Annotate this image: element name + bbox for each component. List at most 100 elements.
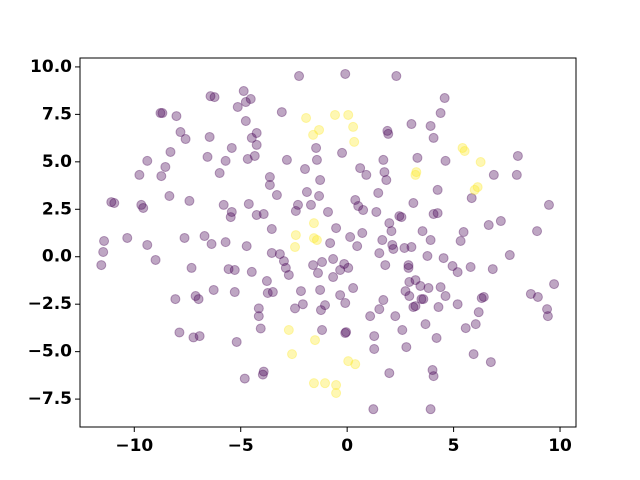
point bbox=[401, 342, 412, 353]
point bbox=[380, 260, 391, 271]
point bbox=[325, 238, 336, 249]
point bbox=[373, 187, 384, 198]
point bbox=[208, 284, 219, 295]
point bbox=[156, 171, 167, 182]
point bbox=[403, 260, 414, 271]
point bbox=[542, 304, 553, 315]
point bbox=[374, 248, 385, 259]
point bbox=[292, 199, 303, 210]
point bbox=[412, 152, 423, 163]
point bbox=[495, 216, 506, 227]
point bbox=[193, 294, 204, 305]
point bbox=[266, 224, 277, 235]
point bbox=[206, 239, 217, 250]
point bbox=[504, 250, 515, 261]
y-tick-label: −7.5 bbox=[28, 389, 72, 409]
point bbox=[290, 242, 301, 253]
point bbox=[98, 246, 109, 257]
point bbox=[314, 190, 325, 201]
y-tick-label: 0.0 bbox=[42, 247, 72, 267]
point bbox=[341, 327, 352, 338]
point bbox=[240, 116, 251, 127]
point bbox=[99, 235, 110, 246]
point bbox=[308, 260, 319, 271]
point bbox=[290, 303, 301, 314]
point bbox=[315, 284, 326, 295]
x-tick-label: −10 bbox=[115, 436, 153, 456]
point bbox=[384, 218, 395, 229]
point bbox=[142, 155, 153, 166]
y-tick-label: 5.0 bbox=[42, 152, 72, 172]
point bbox=[487, 264, 498, 275]
point bbox=[339, 258, 350, 269]
point bbox=[310, 335, 321, 346]
point bbox=[418, 294, 429, 305]
point bbox=[266, 247, 277, 258]
point bbox=[264, 179, 275, 190]
point bbox=[150, 254, 161, 265]
point bbox=[549, 279, 560, 290]
point bbox=[276, 107, 287, 118]
point bbox=[281, 154, 292, 165]
point bbox=[290, 230, 301, 241]
point bbox=[251, 209, 262, 220]
point bbox=[432, 184, 443, 195]
point bbox=[438, 253, 449, 264]
point bbox=[411, 167, 422, 178]
point bbox=[439, 93, 450, 104]
point bbox=[410, 301, 421, 312]
point bbox=[452, 267, 463, 278]
point bbox=[164, 190, 175, 201]
point bbox=[355, 163, 366, 174]
point bbox=[312, 268, 323, 279]
y-tick-label: −2.5 bbox=[28, 294, 72, 314]
point bbox=[331, 223, 342, 234]
point bbox=[165, 146, 176, 157]
point bbox=[452, 299, 463, 310]
point bbox=[134, 169, 145, 180]
plot-frame bbox=[79, 57, 577, 428]
point bbox=[473, 307, 484, 318]
point bbox=[340, 298, 351, 309]
point bbox=[253, 311, 264, 322]
point bbox=[406, 242, 417, 253]
point bbox=[378, 295, 389, 306]
point bbox=[315, 175, 326, 186]
point bbox=[368, 404, 379, 415]
point bbox=[242, 153, 253, 164]
point bbox=[308, 233, 319, 244]
point bbox=[428, 132, 439, 143]
point bbox=[399, 243, 410, 254]
point bbox=[171, 111, 182, 122]
point bbox=[416, 294, 427, 305]
point bbox=[317, 325, 328, 336]
point bbox=[543, 199, 554, 210]
point bbox=[350, 359, 361, 370]
point bbox=[301, 187, 312, 198]
point bbox=[278, 256, 289, 267]
point bbox=[337, 147, 348, 158]
point bbox=[314, 124, 325, 135]
point bbox=[379, 167, 390, 178]
point bbox=[245, 94, 256, 104]
point bbox=[229, 265, 240, 276]
point bbox=[186, 262, 197, 273]
point bbox=[472, 182, 483, 193]
point bbox=[435, 108, 446, 119]
point bbox=[397, 325, 408, 336]
point bbox=[335, 265, 346, 276]
point bbox=[542, 311, 553, 322]
point bbox=[435, 282, 446, 293]
point bbox=[440, 155, 451, 166]
point bbox=[283, 325, 294, 336]
point bbox=[350, 194, 361, 205]
point bbox=[512, 150, 523, 161]
point bbox=[532, 291, 543, 302]
point bbox=[358, 205, 369, 216]
point bbox=[408, 302, 419, 313]
point bbox=[300, 164, 311, 175]
point bbox=[283, 269, 294, 280]
point bbox=[301, 112, 312, 123]
point bbox=[218, 199, 229, 210]
